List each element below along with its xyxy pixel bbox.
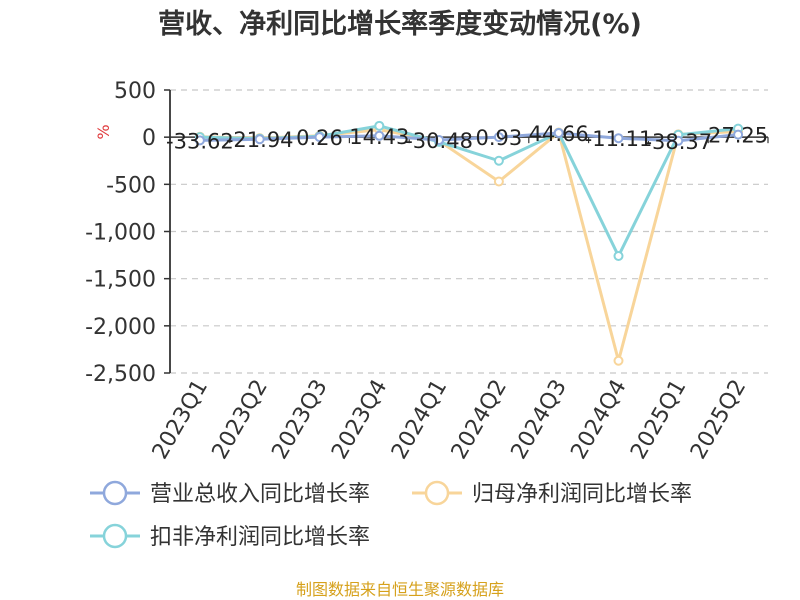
legend-label: 归母净利润同比增长率 [472,482,692,507]
data-point [613,251,624,262]
data-label: 14.43 [349,125,409,149]
x-tick-label: 2023Q2 [208,376,273,464]
data-point [194,135,205,146]
data-point [553,127,564,138]
chart-title: 营收、净利同比增长率季度变动情况(%) [158,8,642,40]
y-tick-label: 500 [114,79,156,104]
y-tick-label: -2,000 [85,315,156,340]
y-axis-unit: % [94,124,113,139]
legend-marker-icon [102,480,128,506]
legend-item[interactable]: 营业总收入同比增长率 [90,480,370,507]
x-tick-label: 2023Q3 [267,376,332,464]
legend-marker-icon [424,480,450,506]
series-0 [194,127,744,146]
data-label: -30.48 [405,129,473,153]
data-label: 0.93 [476,126,523,150]
y-tick-label: -1,500 [85,268,156,293]
data-point [673,135,684,146]
x-tick-label: 2024Q1 [387,375,452,463]
data-point [613,355,624,366]
x-tick-label: 2024Q2 [447,376,512,464]
data-label: -38.37 [644,130,712,154]
data-labels: -33.62-21.94 0.26 14.43-30.48 0.93 44.66-11.… [166,122,768,154]
series-1 [194,124,744,366]
data-label: -21.94 [226,128,294,152]
data-label: 27.25 [708,124,768,148]
legend-label: 营业总收入同比增长率 [150,482,370,507]
legend-item[interactable]: 归母净利润同比增长率 [412,480,692,507]
x-tick-label: 2023Q1 [148,376,213,464]
x-tick-label: 2024Q4 [566,376,631,464]
source-note: 制图数据来自恒生聚源数据库 [296,580,504,599]
data-point [254,134,265,145]
data-point [613,133,624,144]
data-label: 0.26 [296,126,343,150]
data-point [493,132,504,143]
legend-marker-icon [102,523,128,549]
data-point [493,176,504,187]
x-tick-label: 2025Q1 [626,376,691,464]
x-tick-label: 2025Q2 [686,376,751,464]
data-point [374,130,385,141]
y-axis-ticks: 500 0 -500 -1,000 -1,500 -2,000 -2,500 [85,79,170,387]
legend-label: 扣非净利润同比增长率 [150,525,370,550]
y-tick-label: 0 [142,126,156,151]
y-tick-label: -1,000 [85,221,156,246]
data-point [493,155,504,166]
x-axis-ticks: 2023Q12023Q22023Q32023Q42024Q12024Q22024… [148,137,769,464]
y-tick-label: -500 [106,173,156,198]
data-label: -33.62 [166,129,234,153]
data-label: -11.11 [585,127,653,151]
data-point [374,120,385,131]
data-point [733,129,744,140]
data-label: 44.66 [529,122,589,146]
y-tick-label: -2,500 [85,362,156,387]
x-tick-label: 2024Q3 [507,376,572,464]
series-line [199,131,739,143]
data-point [314,132,325,143]
legend-item[interactable]: 扣非净利润同比增长率 [90,523,370,550]
x-tick-label: 2023Q4 [327,376,392,464]
series-lines [194,120,744,366]
data-point [434,135,445,146]
